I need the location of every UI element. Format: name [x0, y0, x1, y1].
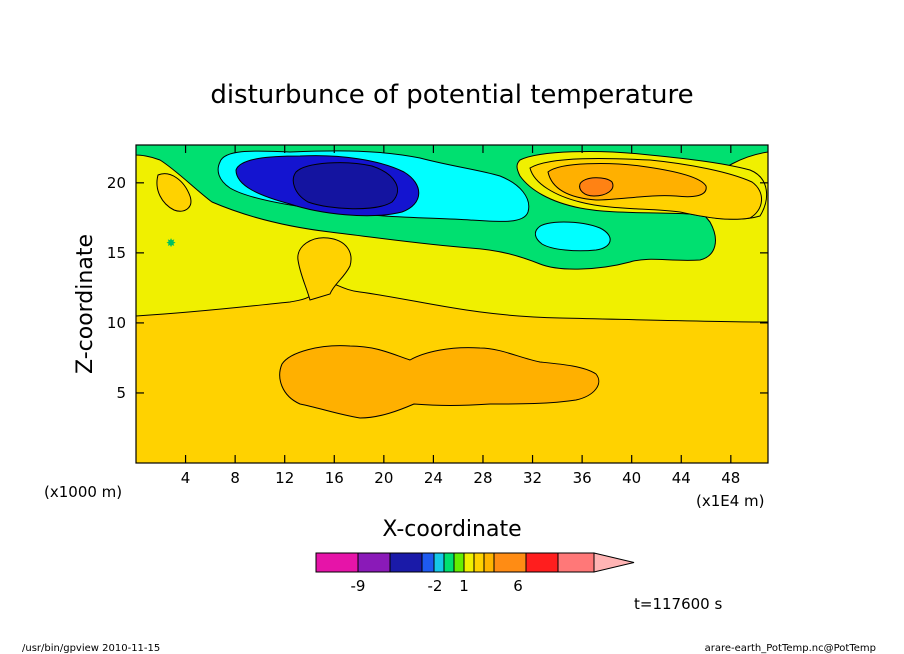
colorbar-segment [493, 552, 527, 573]
chart-title: disturbunce of potential temperature [210, 80, 693, 110]
x-axis-label: X-coordinate [382, 517, 521, 542]
contour-region-upper-right-core [579, 177, 614, 197]
x-tick-label: 12 [275, 469, 294, 487]
x-unit-left: (x1000 m) [44, 483, 122, 501]
y-tick-label: 15 [107, 244, 126, 262]
x-tick-label: 32 [523, 469, 542, 487]
colorbar: -9 -2 1 6 [315, 552, 635, 595]
x-tick-label: 44 [672, 469, 691, 487]
contour-region-blue-core [292, 162, 398, 210]
contour-region-center-tongue [297, 237, 352, 301]
colorbar-segment [443, 552, 455, 573]
y-axis: 5 10 15 20 [107, 174, 768, 402]
x-tick-label: 28 [473, 469, 492, 487]
plot-area: ✸ [135, 144, 769, 464]
green-marker: ✸ [166, 236, 176, 250]
colorbar-segment [433, 552, 445, 573]
x-axis: 4 8 12 16 20 24 28 32 36 40 44 48 [181, 145, 740, 487]
x-tick-label: 48 [721, 469, 740, 487]
colorbar-arrow [593, 552, 635, 573]
y-axis-label: Z-coordinate [73, 234, 98, 374]
y-tick-label: 20 [107, 174, 126, 192]
x-tick-label: 4 [181, 469, 191, 487]
x-tick-label: 8 [230, 469, 240, 487]
colorbar-segment [483, 552, 495, 573]
colorbar-segment [421, 552, 435, 573]
contour-region-upper-left-blob [156, 173, 192, 212]
plot-frame [135, 144, 769, 464]
contour-region-cyan-patch [534, 221, 611, 252]
x-unit-right: (x1E4 m) [696, 492, 765, 510]
colorbar-segment [473, 552, 485, 573]
time-label: t=117600 s [634, 595, 722, 613]
footer-left: /usr/bin/gpview 2010-11-15 [22, 643, 160, 654]
x-tick-label: 16 [325, 469, 344, 487]
colorbar-segment [557, 552, 595, 573]
contour-region-lower-blob [279, 345, 600, 419]
y-tick-label: 5 [116, 384, 126, 402]
colorbar-tick-label: -2 [428, 577, 443, 595]
y-tick-label: 10 [107, 314, 126, 332]
colorbar-tick-label: -9 [351, 577, 366, 595]
colorbar-segment [453, 552, 465, 573]
colorbar-segment [357, 552, 391, 573]
colorbar-tick-label: 1 [459, 577, 469, 595]
colorbar-segment [315, 552, 359, 573]
x-tick-label: 20 [374, 469, 393, 487]
x-tick-label: 36 [573, 469, 592, 487]
colorbar-segment [389, 552, 423, 573]
colorbar-tick-label: 6 [513, 577, 523, 595]
footer-right: arare-earth_PotTemp.nc@PotTemp [705, 643, 876, 654]
colorbar-segment [463, 552, 475, 573]
x-tick-label: 40 [622, 469, 641, 487]
colorbar-segment [525, 552, 559, 573]
x-tick-label: 24 [424, 469, 443, 487]
